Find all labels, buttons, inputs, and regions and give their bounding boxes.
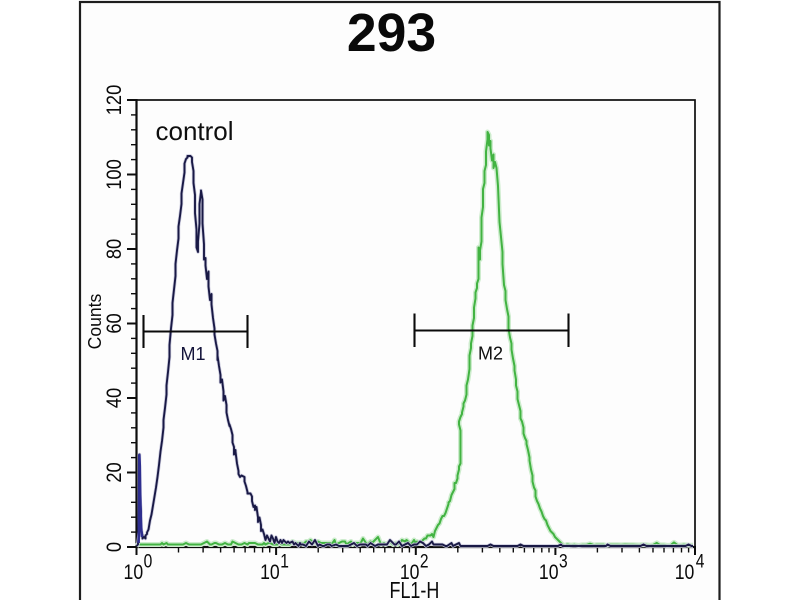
svg-text:80: 80 [102,239,126,259]
svg-text:Counts: Counts [85,294,106,350]
svg-text:10: 10 [539,560,559,584]
svg-text:4: 4 [696,550,705,572]
svg-text:20: 20 [102,462,126,482]
svg-text:10: 10 [260,560,280,584]
svg-text:3: 3 [559,550,568,572]
svg-text:M2: M2 [478,344,503,364]
svg-text:293: 293 [347,4,436,63]
svg-text:0: 0 [144,550,153,572]
svg-text:100: 100 [102,159,126,189]
svg-text:FL1-H: FL1-H [390,578,440,600]
svg-text:10: 10 [400,560,420,584]
svg-text:10: 10 [675,560,695,584]
svg-text:0: 0 [102,542,126,552]
svg-text:120: 120 [102,85,126,115]
svg-text:2: 2 [420,550,429,572]
svg-text:60: 60 [102,313,126,333]
svg-text:40: 40 [102,388,126,408]
svg-text:10: 10 [124,560,144,584]
svg-text:control: control [156,116,234,146]
svg-text:1: 1 [280,550,289,572]
svg-text:M1: M1 [181,344,206,364]
